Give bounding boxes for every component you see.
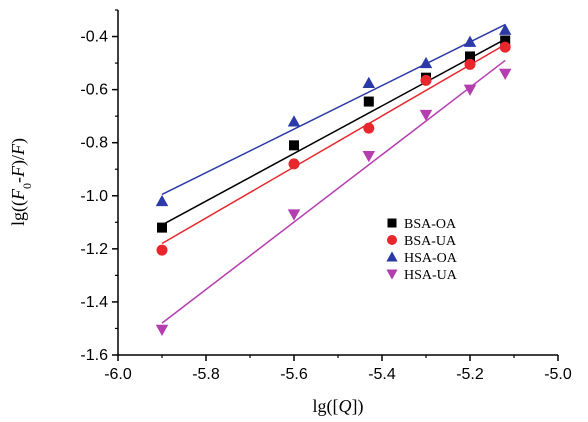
- data-point-bsa-ua: [156, 244, 168, 256]
- y-tick-label: -1.2: [80, 241, 108, 258]
- legend-marker-hsa-ua: [386, 269, 398, 280]
- legend-item: BSA-OA: [387, 217, 457, 232]
- axis-title-part: 0: [20, 183, 34, 189]
- fit-line-bsa-ua: [161, 43, 506, 245]
- legend-item: HSA-OA: [386, 251, 458, 266]
- legend-item: HSA-UA: [386, 268, 458, 283]
- fit-line-hsa-oa: [161, 23, 506, 196]
- y-tick-label: -0.6: [80, 82, 108, 99]
- y-tick-label: -0.8: [80, 135, 108, 152]
- data-point-bsa-oa: [157, 222, 167, 233]
- data-point-hsa-oa: [419, 56, 433, 69]
- data-point-hsa-ua: [498, 68, 512, 80]
- data-point-hsa-ua: [287, 209, 301, 221]
- axis-title-part: lg([: [313, 396, 339, 417]
- axis-title-part: lg((: [8, 200, 29, 226]
- legend-label: HSA-OA: [404, 251, 458, 266]
- axis-title-part: F: [8, 165, 28, 178]
- axis-title-part: )/: [8, 155, 29, 166]
- y-tick-label: -1.0: [80, 188, 108, 205]
- plot-frame: [117, 10, 558, 356]
- data-point-bsa-ua: [363, 122, 375, 134]
- x-tick-label: -6.0: [104, 366, 132, 383]
- data-point-bsa-ua: [464, 58, 476, 70]
- data-point-bsa-ua: [288, 158, 300, 170]
- x-tick-label: -5.6: [280, 366, 308, 383]
- x-tick-label: -5.4: [368, 366, 396, 383]
- data-point-bsa-oa: [289, 140, 299, 151]
- fit-lines: [161, 23, 506, 324]
- data-point-bsa-oa: [500, 35, 511, 46]
- data-point-bsa-ua: [499, 41, 511, 53]
- x-axis: -6.0 -5.8 -5.6 -5.4 -5.2 -5.0: [104, 355, 572, 383]
- legend-label: BSA-UA: [404, 234, 457, 249]
- legend: BSA-OA BSA-UA HSA-OA HSA-UA: [386, 217, 458, 283]
- x-axis-title: lg([Q]): [313, 396, 364, 417]
- legend-label: HSA-UA: [404, 268, 458, 283]
- y-tick-label: -1.6: [80, 347, 108, 364]
- x-tick-label: -5.2: [456, 366, 484, 383]
- axis-title-part: ): [8, 138, 29, 144]
- data-point-bsa-oa: [465, 51, 475, 62]
- data-point-bsa-ua: [420, 74, 432, 86]
- legend-marker-hsa-oa: [386, 251, 398, 262]
- axis-title-part: Q: [339, 396, 352, 416]
- x-tick-label: -5.0: [544, 366, 572, 383]
- data-point-hsa-ua: [155, 324, 169, 337]
- axis-title-part: -: [8, 177, 28, 183]
- legend-item: BSA-UA: [387, 234, 457, 249]
- axis-title-part: ]): [352, 396, 364, 417]
- data-point-hsa-ua: [463, 84, 477, 96]
- data-point-hsa-oa: [463, 35, 477, 47]
- y-tick-label: -1.4: [80, 294, 108, 311]
- data-point-hsa-ua: [362, 150, 376, 163]
- data-point-hsa-oa: [155, 194, 169, 207]
- data-points: [155, 23, 512, 337]
- legend-marker-bsa-oa: [387, 218, 397, 228]
- data-point-bsa-oa: [363, 96, 374, 107]
- y-axis: -1.6 -1.4 -1.2 -1.0 -0.8 -0.6 -0.4: [80, 9, 118, 364]
- data-point-hsa-ua: [419, 109, 433, 122]
- data-point-hsa-oa: [498, 23, 512, 35]
- legend-marker-bsa-ua: [387, 235, 397, 245]
- axis-title-part: F: [8, 143, 28, 156]
- x-tick-label: -5.8: [192, 366, 220, 383]
- fit-line-bsa-oa: [161, 38, 506, 226]
- axis-title-part: F: [8, 188, 28, 201]
- fit-line-hsa-ua: [161, 59, 506, 324]
- legend-label: BSA-OA: [404, 217, 457, 232]
- y-tick-label: -0.4: [80, 29, 108, 46]
- data-point-hsa-oa: [287, 115, 301, 127]
- y-axis-title: lg((F0-F)/F): [8, 138, 34, 226]
- data-point-hsa-oa: [362, 76, 376, 88]
